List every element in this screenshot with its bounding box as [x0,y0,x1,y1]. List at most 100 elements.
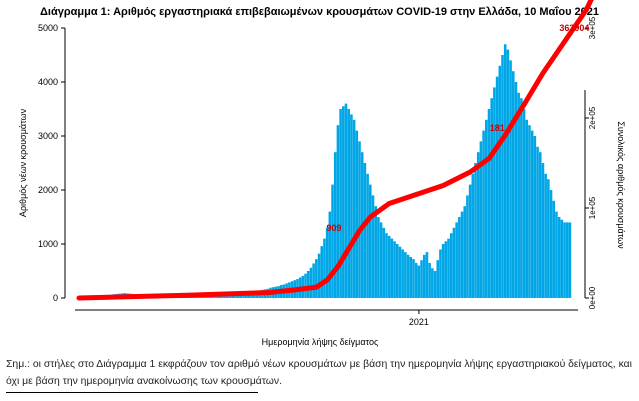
bar-167 [528,125,531,298]
bar-159 [506,49,510,298]
bar-51 [215,295,218,298]
annotation-label: 181 [490,123,505,133]
bar-109 [371,195,375,298]
y2-tick-label: 1e+05 [588,196,597,219]
bar-124 [412,259,415,298]
annotation-label: 363904 [559,23,589,33]
bar-149 [479,141,483,298]
bar-53 [220,295,224,298]
bar-168 [530,130,534,298]
bar-117 [393,241,396,298]
bar-114 [385,233,388,298]
bar-174 [547,179,550,298]
bar-100 [347,109,350,298]
y-tick-label: 2000 [38,185,58,195]
bar-119 [398,246,402,298]
chart-title: Διάγραμμα 1: Αριθμός εργαστηριακά επιβεβ… [39,6,600,18]
bar-133 [436,260,440,298]
bar-86 [309,267,313,298]
bars-layer [77,44,572,299]
bar-85 [306,271,310,298]
bar-129 [425,252,429,298]
bar-165 [522,109,526,298]
bar-182 [568,222,572,298]
bar-155 [495,76,499,298]
y2-tick-label: 2e+05 [588,106,597,129]
bar-126 [417,265,421,298]
bar-91 [323,238,326,298]
axes-layer [61,27,589,314]
bar-156 [498,65,502,298]
footnote: Σημ.: οι στήλες στο Διάγραμμα 1 εκφράζου… [6,359,632,387]
bar-160 [509,60,512,299]
bar-96 [336,125,340,298]
bar-54 [223,295,226,298]
bar-151 [485,119,488,298]
bar-93 [328,211,332,298]
bar-140 [455,222,458,298]
cumulative-line-layer [76,0,594,301]
bar-121 [404,252,407,298]
y-tick-label: 3000 [38,131,58,141]
bar-106 [363,163,367,298]
bar-170 [536,146,539,298]
bar-181 [565,222,569,298]
bar-145 [468,184,472,298]
bar-161 [512,71,515,298]
bar-102 [352,119,356,298]
annotation-label: 909 [326,223,341,233]
bar-172 [541,163,545,298]
bar-152 [487,109,491,298]
bar-141 [458,217,461,298]
bar-162 [514,82,518,298]
bar-92 [325,227,329,298]
bar-146 [471,173,475,298]
bar-134 [439,249,442,298]
y2-axis-label: Συνολικός αριθμός κρουσμάτων [616,121,626,249]
bar-101 [350,114,353,299]
text-layer: 0 1000 2000 3000 4000 5000 0e+00 1e+05 2e+05 3e+0… [18,16,626,347]
bar-144 [466,195,469,298]
bar-95 [333,152,337,298]
bar-97 [339,109,342,298]
bar-110 [374,206,377,298]
bar-177 [555,211,558,298]
bar-125 [414,262,418,298]
bar-130 [428,262,431,298]
bar-178 [557,217,561,298]
bar-158 [503,44,507,299]
bar-169 [533,136,537,298]
bar-49 [209,296,213,298]
bar-111 [377,217,380,298]
bar-138 [449,233,453,298]
bar-48 [207,296,210,298]
bar-166 [525,119,529,298]
bar-47 [204,296,208,298]
bar-131 [431,268,434,298]
bar-153 [490,98,493,298]
bar-137 [447,238,450,298]
y-tick-label: 5000 [38,23,58,33]
bar-103 [355,130,359,298]
bar-142 [460,211,464,298]
bar-115 [387,235,391,298]
y-tick-label: 1000 [38,239,58,249]
bar-171 [538,152,542,298]
bar-136 [444,241,448,298]
bar-180 [563,222,566,298]
bar-148 [476,152,480,298]
y2-tick-label: 0e+00 [588,286,597,309]
bar-154 [493,87,496,299]
bar-157 [501,55,504,298]
bar-122 [406,254,410,298]
bar-112 [379,222,383,298]
bar-50 [212,296,216,298]
bar-128 [422,254,426,298]
bar-113 [382,227,386,298]
bar-163 [517,92,520,298]
x-axis-label: Ημερομηνία λήψης δείγματος [262,337,379,347]
bar-120 [401,249,404,298]
bar-135 [441,244,445,298]
bar-108 [369,184,372,298]
y-tick-label: 0 [53,293,58,303]
